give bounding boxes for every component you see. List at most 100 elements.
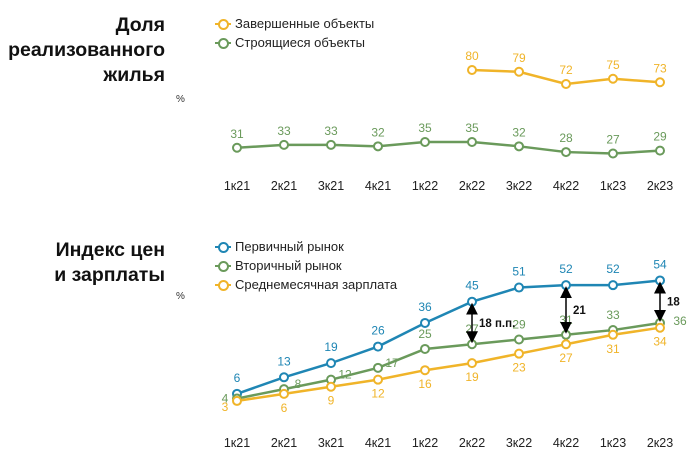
chart2-data-label: 31 — [606, 342, 620, 356]
chart2-series-line — [236, 321, 661, 400]
legend-label-construction: Строящиеся объекты — [235, 35, 365, 50]
chart1-x-tick: 2к21 — [271, 179, 297, 193]
chart2-point — [467, 358, 477, 369]
chart1-data-label: 28 — [559, 131, 573, 145]
chart2-data-label: 23 — [512, 361, 526, 375]
chart2-point — [514, 334, 524, 345]
legend-marker-completed — [215, 14, 231, 33]
chart2-legend: Первичный рынок Вторичный рынок Среднеме… — [215, 237, 397, 294]
chart1-point — [326, 139, 336, 150]
chart1-title: Доля реализованного жилья — [8, 14, 165, 86]
chart2-data-label: 26 — [371, 324, 385, 338]
chart1-data-label: 79 — [512, 51, 526, 65]
chart2-data-label: 9 — [328, 394, 335, 408]
chart2-data-label: 33 — [606, 308, 620, 322]
chart2-point — [279, 372, 289, 383]
chart2-x-tick: 1к23 — [600, 436, 626, 450]
chart2-point — [373, 362, 383, 373]
chart2-point — [514, 282, 524, 293]
chart2-point — [232, 395, 242, 406]
chart1-point — [608, 73, 618, 84]
chart2-point — [373, 341, 383, 352]
chart1-data-label: 32 — [512, 125, 526, 139]
legend-label-primary: Первичный рынок — [235, 239, 344, 254]
chart2-data-label: 52 — [559, 262, 573, 276]
chart2-data-label: 4 — [222, 392, 229, 406]
annotation-label: 21 — [573, 305, 586, 317]
chart1-point — [655, 145, 665, 156]
legend-marker-secondary — [215, 256, 231, 275]
chart2-point — [467, 339, 477, 350]
chart2-data-label: 12 — [371, 387, 385, 401]
chart2-data-label: 17 — [385, 356, 399, 370]
chart2-x-tick: 1к22 — [412, 436, 438, 450]
chart2-point — [561, 280, 571, 291]
chart2-data-label: 12 — [338, 368, 352, 382]
chart2-title: Индекс цен и зарплаты — [54, 239, 165, 286]
chart2-series-line — [236, 279, 661, 396]
legend-item-primary: Первичный рынок — [215, 237, 397, 256]
chart2-point — [373, 374, 383, 385]
chart1-data-label: 33 — [277, 124, 291, 138]
chart2-data-label: 36 — [673, 314, 687, 328]
chart2-data-label: 19 — [324, 340, 338, 354]
chart1-point — [420, 137, 430, 147]
chart1-x-tick: 4к21 — [365, 179, 391, 193]
chart1-data-label: 33 — [324, 124, 338, 138]
legend-marker-construction — [215, 33, 231, 52]
chart2-point — [420, 317, 430, 328]
legend-label-completed: Завершенные объекты — [235, 16, 375, 31]
legend-item-salary: Среднемесячная зарплата — [215, 275, 397, 294]
chart1-x-tick: 4к22 — [553, 179, 579, 193]
chart1-data-label: 32 — [371, 125, 385, 139]
chart2-data-label: 45 — [465, 279, 479, 293]
chart1-data-label: 35 — [418, 121, 432, 135]
chart2-data-label: 6 — [281, 401, 288, 415]
chart1-point — [561, 147, 571, 158]
chart2-x-tick: 3к21 — [318, 436, 344, 450]
chart1-unit: % — [176, 94, 185, 105]
legend-item-secondary: Вторичный рынок — [215, 256, 397, 275]
chart2-x-tick: 2к22 — [459, 436, 485, 450]
legend-item-completed: Завершенные объекты — [215, 14, 374, 33]
chart1-data-label: 29 — [653, 130, 667, 144]
chart2-point — [561, 329, 571, 340]
chart2-point — [514, 348, 524, 359]
chart2-point — [608, 329, 618, 340]
chart1-x-tick: 1к21 — [224, 179, 250, 193]
chart1-x-tick: 1к23 — [600, 179, 626, 193]
chart2-point — [420, 343, 430, 354]
chart2-point — [655, 322, 665, 333]
chart1-point — [655, 77, 665, 88]
chart2-point — [655, 275, 665, 286]
chart1-legend: Завершенные объекты Строящиеся объекты — [215, 14, 374, 52]
chart1-point — [467, 65, 477, 75]
legend-item-construction: Строящиеся объекты — [215, 33, 374, 52]
chart1-data-label: 75 — [606, 58, 620, 72]
chart1-point — [373, 141, 383, 152]
annotation-label: 18 — [667, 297, 680, 309]
chart1-point — [467, 137, 477, 147]
chart2-point — [467, 296, 477, 307]
chart1-data-label: 80 — [465, 49, 479, 63]
chart2-point — [420, 365, 430, 376]
chart2-data-label: 34 — [653, 335, 667, 349]
chart2-x-tick: 3к22 — [506, 436, 532, 450]
chart2-data-label: 25 — [418, 327, 432, 341]
chart2-data-label: 54 — [653, 257, 667, 271]
chart2-data-label: 8 — [295, 377, 302, 391]
chart1-data-label: 73 — [653, 61, 667, 75]
chart2-data-label: 3 — [222, 400, 229, 414]
chart2-x-tick: 4к21 — [365, 436, 391, 450]
chart1-data-label: 31 — [230, 127, 244, 141]
chart1-series-line — [236, 140, 661, 155]
chart2-data-label: 51 — [512, 265, 526, 279]
chart1-point — [232, 142, 242, 153]
chart2-data-label: 36 — [418, 300, 432, 314]
chart2-point — [279, 388, 289, 399]
chart1-point — [561, 79, 571, 89]
chart2-data-label: 29 — [512, 318, 526, 332]
chart2-data-label: 16 — [418, 377, 432, 391]
chart1-data-label: 72 — [559, 63, 573, 77]
chart2-data-label: 27 — [559, 351, 573, 365]
